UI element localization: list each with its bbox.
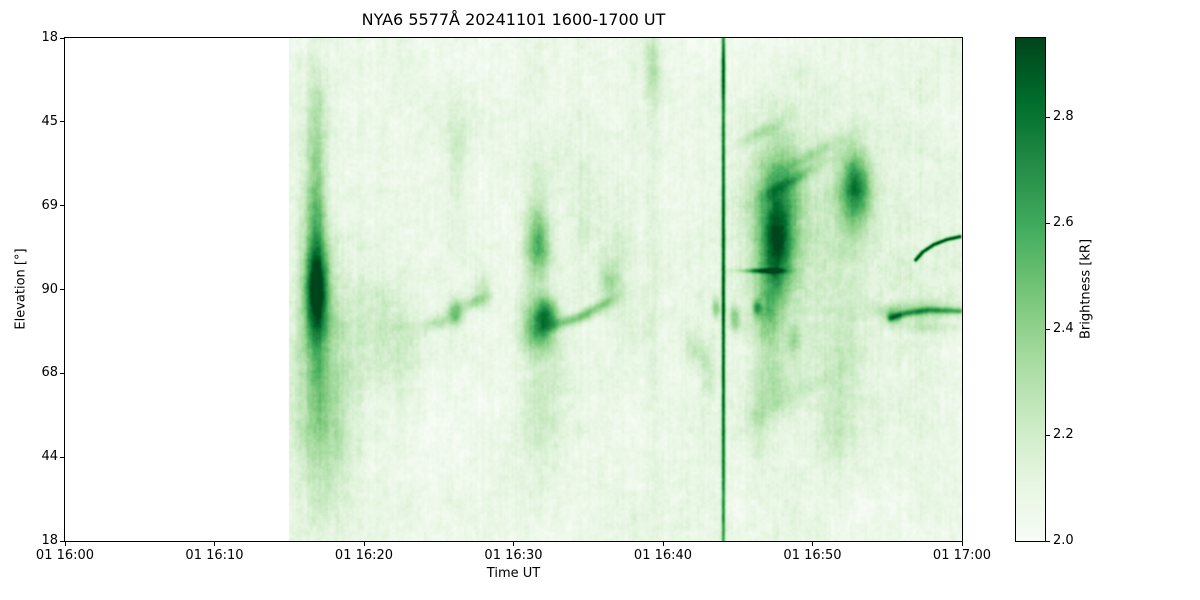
x-tick-label: 01 16:20 [334, 548, 394, 563]
colorbar-tick-label: 2.6 [1053, 215, 1074, 231]
colorbar-tick-mark [1046, 222, 1050, 224]
x-tick-label: 01 16:30 [484, 548, 543, 563]
colorbar-tick-label: 2.4 [1053, 321, 1074, 337]
plot-area [64, 37, 963, 542]
colorbar-tick-label: 2.0 [1053, 533, 1074, 548]
y-tick-mark [60, 456, 64, 458]
x-tick-label: 01 16:40 [633, 548, 693, 563]
colorbar [1015, 37, 1046, 542]
y-tick-mark [60, 289, 64, 290]
colorbar-tick-label: 2.2 [1053, 427, 1074, 443]
y-tick-label: 18 [41, 30, 58, 45]
y-tick-mark [60, 37, 64, 39]
x-tick-mark [662, 542, 664, 546]
x-tick-mark [214, 542, 215, 546]
x-tick-mark [961, 542, 963, 546]
colorbar-tick-mark [1046, 116, 1050, 118]
y-tick-mark [60, 540, 64, 542]
y-tick-mark [60, 205, 64, 207]
colorbar-tick-mark [1046, 540, 1050, 542]
colorbar-label: Brightness [kR] [1078, 238, 1094, 340]
x-tick-mark [363, 542, 365, 546]
x-tick-label: 01 16:00 [35, 548, 95, 563]
colorbar-tick-mark [1046, 434, 1050, 436]
x-tick-label: 01 17:00 [932, 548, 992, 563]
y-tick-label: 69 [41, 197, 58, 213]
x-axis-label: Time UT [486, 566, 541, 581]
y-tick-mark [60, 121, 64, 123]
chart-title: NYA6 5577Å 20241101 1600-1700 UT [361, 10, 666, 29]
colorbar-tick-mark [1046, 328, 1050, 330]
y-tick-label: 90 [41, 281, 58, 297]
x-tick-mark [64, 542, 66, 546]
x-tick-label: 01 16:50 [783, 548, 842, 563]
y-tick-label: 44 [41, 449, 58, 465]
heatmap-canvas [65, 38, 962, 541]
x-tick-label: 01 16:10 [185, 548, 244, 563]
y-tick-label: 68 [41, 365, 58, 381]
colorbar-tick-label: 2.8 [1053, 109, 1074, 125]
x-tick-mark [812, 542, 813, 546]
x-tick-mark [513, 542, 514, 546]
y-tick-mark [60, 372, 64, 374]
y-tick-label: 18 [41, 533, 58, 548]
y-tick-label: 45 [41, 113, 58, 129]
